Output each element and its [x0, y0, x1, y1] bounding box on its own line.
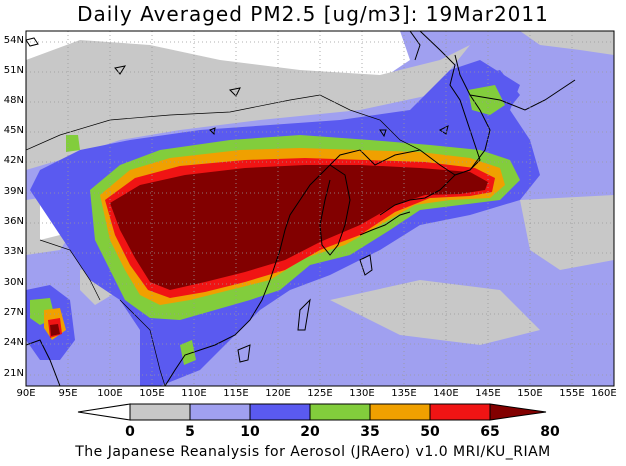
lat-label: 24N	[3, 337, 24, 348]
lon-label: 135E	[391, 388, 417, 399]
colorbar-label: 65	[480, 424, 500, 440]
band-35-50-northeast	[468, 85, 505, 115]
lon-label: 100E	[97, 388, 123, 399]
plot-border	[25, 30, 615, 387]
band-5-10-northwest	[26, 40, 470, 170]
band-5-10-northeast	[520, 31, 614, 55]
colorbar-label: 20	[300, 424, 320, 440]
lat-label: 36N	[3, 216, 24, 227]
coastlines	[26, 31, 576, 386]
colorbar-label: 80	[540, 424, 560, 440]
borders	[26, 94, 421, 386]
band-80-plus	[110, 165, 488, 290]
lat-label: 54N	[3, 35, 24, 46]
lon-label: 145E	[475, 388, 501, 399]
lon-label: 105E	[139, 388, 165, 399]
band-35-50-south	[180, 340, 196, 365]
lon-label: 120E	[265, 388, 291, 399]
lat-label: 21N	[3, 368, 24, 379]
colorbar-label: 5	[185, 424, 195, 440]
lat-label: 48N	[3, 95, 24, 106]
colorbar-label: 50	[420, 424, 440, 440]
lon-label: 140E	[433, 388, 459, 399]
colorbar-label: 0	[125, 424, 135, 440]
band-5-10-southeast	[330, 280, 540, 345]
colorbar-label: 10	[240, 424, 260, 440]
colorbar-label: 35	[360, 424, 380, 440]
lat-label: 30N	[3, 277, 24, 288]
map-title: Daily Averaged PM2.5 [ug/m3]: 19Mar2011	[77, 2, 549, 26]
band-0-5-northwest-inner	[26, 31, 370, 60]
lat-label: 39N	[3, 186, 24, 197]
lat-label: 45N	[3, 125, 24, 136]
lon-label: 155E	[559, 388, 585, 399]
lon-label: 150E	[517, 388, 543, 399]
lat-label: 51N	[3, 65, 24, 76]
lon-label: 95E	[58, 388, 78, 399]
lat-label: 27N	[3, 307, 24, 318]
lon-label: 115E	[223, 388, 249, 399]
lon-label: 90E	[16, 388, 36, 399]
lat-label: 33N	[3, 246, 24, 257]
lon-label: 160E	[591, 388, 617, 399]
band-35-50-north-spot	[66, 135, 80, 152]
band-5-10-east	[520, 195, 614, 270]
credit-line: The Japanese Reanalysis for Aerosol (JRA…	[75, 444, 551, 460]
lon-label: 110E	[181, 388, 207, 399]
band-80-plus-west	[50, 324, 60, 336]
lon-label: 125E	[307, 388, 333, 399]
lat-label: 42N	[3, 155, 24, 166]
lon-label: 130E	[349, 388, 375, 399]
